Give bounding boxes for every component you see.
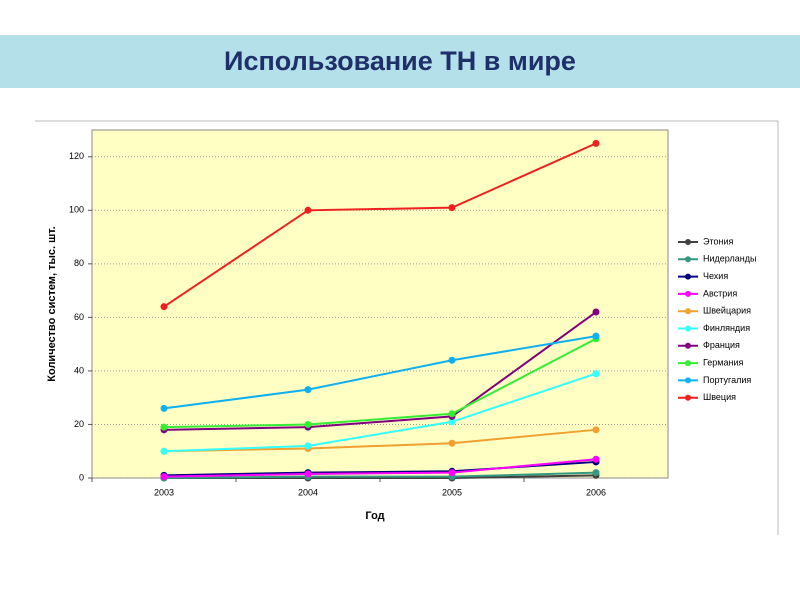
legend-marker [685,394,691,401]
data-point [448,204,456,212]
series-line [163,372,597,453]
series-line [163,458,597,478]
legend-marker [685,239,691,245]
y-tick-label: 120 [69,151,84,161]
legend-label: Германия [703,357,743,367]
data-point [304,206,312,214]
legend-label: Нидерланды [703,254,756,264]
y-tick-label: 40 [74,365,84,375]
series-line [163,428,597,453]
data-point [160,473,168,481]
data-point [304,420,312,428]
x-axis-label: Год [365,510,384,522]
legend-label: Этония [703,236,733,246]
legend-label: Австрия [703,288,737,298]
slide-title: Использование ТН в мире [224,46,576,76]
data-point [592,469,600,477]
data-point [592,139,600,147]
legend-label: Португалия [703,375,751,385]
y-axis-label: Количество систем, тыс. шт. [46,226,58,381]
legend-marker [685,290,691,297]
series-line [163,471,597,479]
data-point [592,332,600,340]
legend-marker [685,360,691,367]
data-point [304,470,312,478]
plot-area [91,129,669,479]
legend-marker [685,256,691,263]
data-point [304,442,312,450]
x-tick-label: 2004 [298,487,318,497]
legend-marker [685,325,691,332]
y-tick-label: 20 [74,419,84,429]
data-point [160,404,168,412]
series-line [163,335,597,410]
data-point [592,308,600,316]
y-tick-label: 60 [74,312,84,322]
data-point [448,439,456,447]
data-point [448,410,456,418]
series-line [163,337,597,429]
y-tick-label: 0 [79,472,84,482]
data-point [592,455,600,463]
legend-marker [685,377,691,384]
legend-label: Чехия [703,271,728,281]
x-tick-label: 2005 [442,487,462,497]
data-point [592,370,600,378]
data-point [160,423,168,431]
series-line [163,142,597,308]
x-tick-label: 2003 [154,487,174,497]
data-point [160,303,168,311]
data-point [448,356,456,364]
legend-label: Финляндия [703,323,750,333]
legend-label: Швейцария [703,306,751,316]
y-tick-label: 80 [74,258,84,268]
data-point [448,469,456,477]
legend-marker [685,273,691,280]
legend-marker [685,308,691,315]
y-tick-label: 100 [69,205,84,215]
data-point [304,386,312,394]
legend-label: Швеция [703,392,736,402]
data-point [592,426,600,434]
data-point [160,447,168,455]
legend-marker [685,342,691,349]
title-banner [0,35,800,88]
data-point [448,418,456,426]
series-line [163,311,597,431]
legend-label: Франция [703,340,740,350]
x-tick-label: 2006 [586,487,606,497]
